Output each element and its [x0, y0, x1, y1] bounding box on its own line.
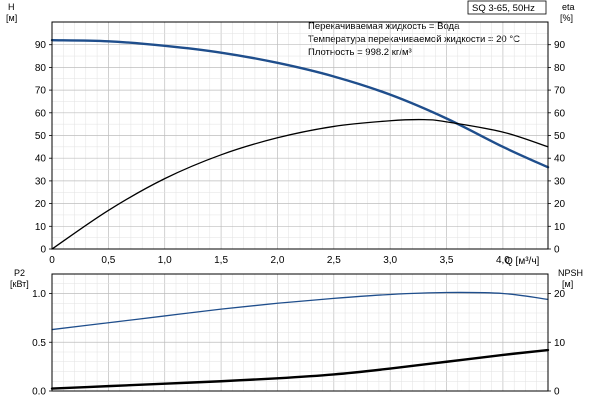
- y-right-tick-label: 30: [554, 176, 566, 187]
- y-right-tick-label: 10: [554, 222, 566, 233]
- y-right-tick-label: 20: [554, 289, 566, 300]
- x-tick-label: 0: [49, 255, 55, 266]
- y-right-tick-label: 80: [554, 63, 566, 74]
- y-right-tick-label: 10: [554, 338, 566, 349]
- y-left-tick-label: 0.0: [32, 387, 46, 398]
- y-left-tick-label: 40: [35, 154, 47, 165]
- frame-layer: [51, 21, 549, 392]
- info-line-temperature: Температура перекачиваемой жидкости = 20…: [308, 34, 520, 45]
- y-right-title-line1: eta: [562, 2, 575, 12]
- info-line-fluid: Перекачиваемая жидкость = Вода: [308, 21, 460, 32]
- efficiency-curve: [51, 118, 549, 250]
- y-left-tick-label: 0: [40, 245, 46, 256]
- grid-layer: [52, 22, 548, 391]
- y-left-tick-label: 90: [35, 40, 47, 51]
- p2-title-line2: [кВт]: [10, 279, 29, 289]
- y-left-title-line2: [м]: [6, 13, 17, 23]
- x-axis-title: Q [м³/ч]: [505, 256, 540, 267]
- x-tick-label: 3,0: [383, 255, 397, 266]
- x-tick-label: 1,0: [158, 255, 172, 266]
- y-right-tick-label: 90: [554, 40, 566, 51]
- series-layer: [50, 38, 550, 390]
- head-curve: [50, 38, 550, 169]
- y-left-title-line1: H: [8, 2, 15, 12]
- y-right-tick-label: 70: [554, 86, 566, 97]
- chart-title: SQ 3-65, 50Hz: [472, 3, 535, 14]
- title-box: [467, 0, 547, 15]
- x-tick-label: 2,0: [271, 255, 285, 266]
- y-left-tick-label: 70: [35, 86, 47, 97]
- y-right-title-line2: [%]: [560, 13, 573, 23]
- y-right-tick-label: 0: [554, 387, 560, 398]
- y-left-tick-label: 20: [35, 199, 47, 210]
- p2-title-line1: P2: [14, 268, 25, 278]
- x-tick-label: 4,0: [496, 255, 510, 266]
- bottom-plot-frame: [51, 273, 549, 392]
- top-plot-frame: [51, 21, 549, 250]
- y-left-tick-label: 80: [35, 63, 47, 74]
- y-right-tick-label: 40: [554, 154, 566, 165]
- x-tick-label: 1,5: [214, 255, 228, 266]
- y-right-tick-label: 60: [554, 108, 566, 119]
- info-line-density: Плотность = 998.2 кг/м³: [308, 47, 412, 58]
- y-left-tick-label: 30: [35, 176, 47, 187]
- y-left-tick-label: 1.0: [32, 289, 46, 300]
- y-left-tick-label: 0.5: [32, 338, 46, 349]
- y-right-tick-label: 0: [554, 245, 560, 256]
- y-left-tick-label: 60: [35, 108, 47, 119]
- y-left-tick-label: 50: [35, 131, 47, 142]
- power-curve: [51, 291, 549, 331]
- x-tick-label: 2,5: [327, 255, 341, 266]
- x-tick-label: 3,5: [440, 255, 454, 266]
- npsh-title-line2: [м]: [562, 279, 573, 289]
- y-right-tick-label: 50: [554, 131, 566, 142]
- x-tick-label: 0,5: [101, 255, 115, 266]
- y-left-tick-label: 10: [35, 222, 47, 233]
- npsh-title-line1: NPSH: [558, 268, 583, 278]
- y-right-tick-label: 20: [554, 199, 566, 210]
- npsh-curve: [50, 348, 550, 390]
